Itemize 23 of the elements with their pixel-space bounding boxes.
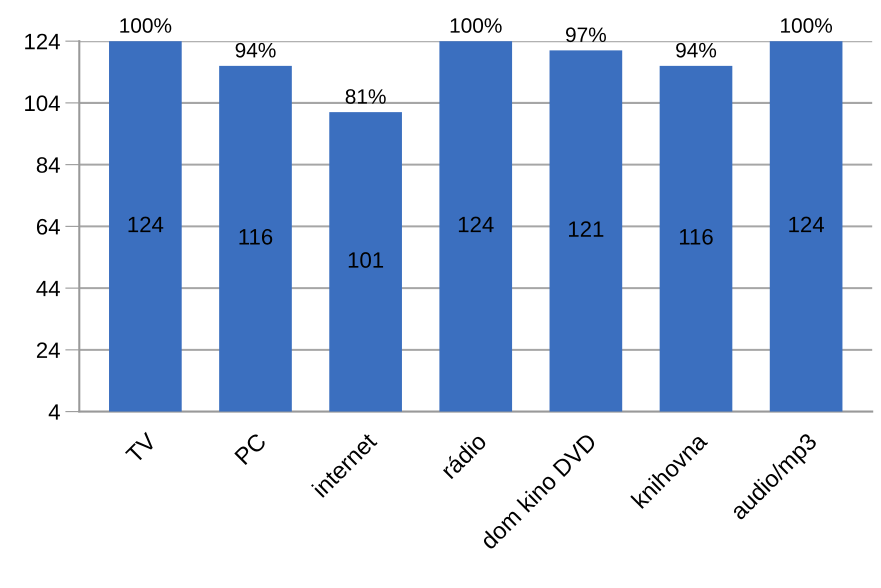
annotation: 81% (346, 89, 386, 104)
data-label: 101 (348, 252, 384, 268)
y-tick-label: 44 (36, 280, 60, 296)
annotation: 97% (566, 27, 606, 42)
data-label: 116 (680, 228, 713, 245)
y-tick-label: 84 (36, 157, 60, 173)
x-tick-label: PC (234, 432, 268, 466)
annotation: 94% (676, 42, 716, 58)
data-label: 124 (789, 216, 824, 232)
annotation: 100% (450, 18, 502, 33)
annotation: 100% (781, 18, 832, 33)
x-tick-label: TV (125, 432, 158, 464)
data-label: 124 (128, 216, 164, 232)
data-label: 121 (569, 221, 604, 237)
y-tick-label: 64 (36, 218, 60, 235)
y-tick-label: 104 (25, 95, 60, 112)
data-label: 116 (239, 228, 272, 245)
y-tick-label: 4 (48, 404, 60, 420)
data-label: 124 (458, 216, 494, 232)
annotation: 94% (236, 42, 276, 58)
y-tick-label: 124 (25, 34, 60, 50)
annotation: 100% (120, 18, 172, 33)
y-tick-label: 24 (36, 342, 60, 358)
